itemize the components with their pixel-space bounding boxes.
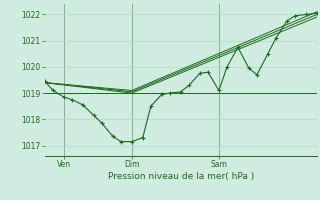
X-axis label: Pression niveau de la mer( hPa ): Pression niveau de la mer( hPa ) <box>108 172 254 181</box>
